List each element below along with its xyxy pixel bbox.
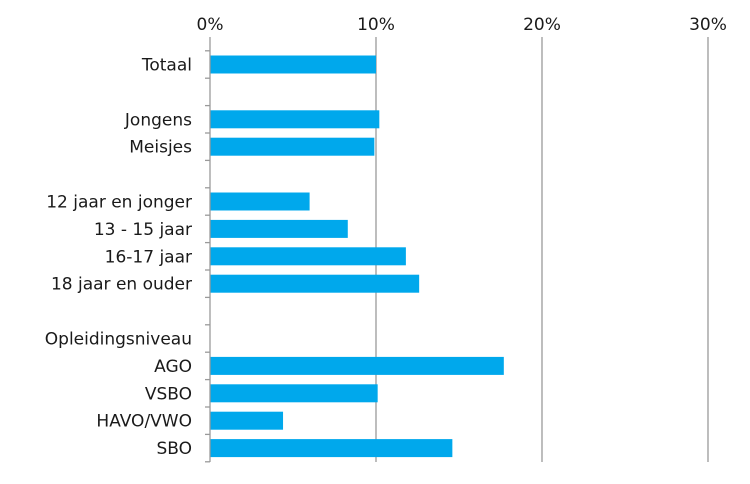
category-label: 16-17 jaar <box>105 247 192 267</box>
x-axis-ticks: 0% 10% 20% 30% <box>197 15 727 35</box>
bar <box>210 411 284 430</box>
bar <box>210 356 504 375</box>
category-label: Totaal <box>141 56 192 76</box>
bar <box>210 192 310 211</box>
bar <box>210 110 380 129</box>
category-label: HAVO/VWO <box>96 412 192 432</box>
x-tick-label: 30% <box>689 15 727 35</box>
category-label: Meisjes <box>129 138 192 158</box>
bar <box>210 274 420 293</box>
bar <box>210 439 453 458</box>
category-label: Opleidingsniveau <box>45 330 192 350</box>
category-label: SBO <box>156 439 192 459</box>
category-label: 18 jaar en ouder <box>51 275 192 295</box>
category-label: 12 jaar en jonger <box>46 193 192 213</box>
bar <box>210 384 378 403</box>
x-tick-label: 0% <box>197 15 224 35</box>
category-label: AGO <box>154 357 192 377</box>
category-label: 13 - 15 jaar <box>94 220 192 240</box>
bar <box>210 55 376 74</box>
x-tick-label: 20% <box>523 15 561 35</box>
bar <box>210 219 348 238</box>
bar <box>210 247 406 266</box>
category-label: VSBO <box>145 384 192 404</box>
category-label: Jongens <box>124 110 192 130</box>
bars <box>210 55 504 458</box>
category-labels: Totaal Jongens Meisjes 12 jaar en jonger 13 … <box>45 56 192 460</box>
bar <box>210 137 375 156</box>
x-tick-label: 10% <box>357 15 395 35</box>
